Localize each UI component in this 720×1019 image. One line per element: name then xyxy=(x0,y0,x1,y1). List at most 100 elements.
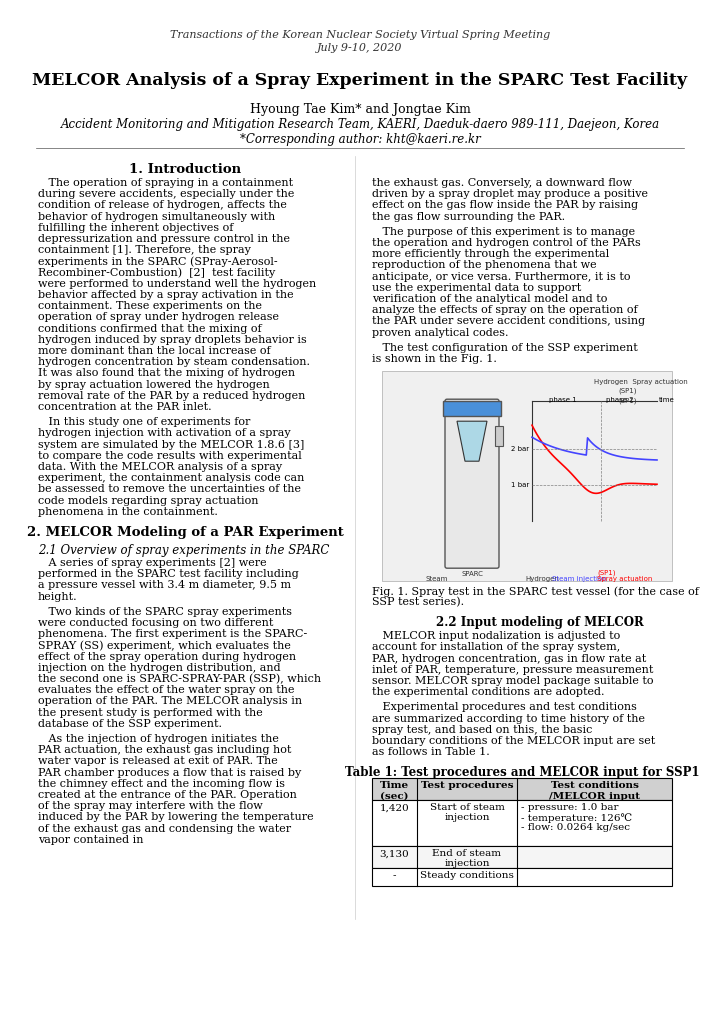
Text: PAR chamber produces a flow that is raised by: PAR chamber produces a flow that is rais… xyxy=(38,767,301,777)
Text: removal rate of the PAR by a reduced hydrogen: removal rate of the PAR by a reduced hyd… xyxy=(38,391,305,400)
Text: experiments in the SPARC (SPray-Aerosol-: experiments in the SPARC (SPray-Aerosol- xyxy=(38,257,278,267)
Text: Hydrogen: Hydrogen xyxy=(525,576,559,582)
Text: In this study one of experiments for: In this study one of experiments for xyxy=(38,417,251,427)
Text: as follows in Table 1.: as follows in Table 1. xyxy=(372,747,490,757)
Text: 1,420: 1,420 xyxy=(379,803,410,812)
Text: experiment, the containment analysis code can: experiment, the containment analysis cod… xyxy=(38,473,305,483)
Text: injection: injection xyxy=(444,813,490,822)
Text: evaluates the effect of the water spray on the: evaluates the effect of the water spray … xyxy=(38,685,294,695)
Text: boundary conditions of the MELCOR input are set: boundary conditions of the MELCOR input … xyxy=(372,736,655,746)
Text: It was also found that the mixing of hydrogen: It was also found that the mixing of hyd… xyxy=(38,369,295,378)
Text: phase 2: phase 2 xyxy=(606,397,634,404)
Text: height.: height. xyxy=(38,592,78,601)
Text: the gas flow surrounding the PAR.: the gas flow surrounding the PAR. xyxy=(372,212,565,221)
Text: time: time xyxy=(659,397,675,404)
Text: the present study is performed with the: the present study is performed with the xyxy=(38,707,263,717)
Bar xyxy=(495,426,503,446)
Text: Spray actuation: Spray actuation xyxy=(597,576,652,582)
Bar xyxy=(372,800,672,847)
Text: account for installation of the spray system,: account for installation of the spray sy… xyxy=(372,642,620,652)
Bar xyxy=(443,401,501,416)
Text: induced by the PAR by lowering the temperature: induced by the PAR by lowering the tempe… xyxy=(38,812,314,822)
Text: injection: injection xyxy=(444,859,490,868)
Text: *Corresponding author: kht@kaeri.re.kr: *Corresponding author: kht@kaeri.re.kr xyxy=(240,133,480,146)
Text: code models regarding spray actuation: code models regarding spray actuation xyxy=(38,495,258,505)
Text: of the exhaust gas and condensing the water: of the exhaust gas and condensing the wa… xyxy=(38,823,291,834)
FancyBboxPatch shape xyxy=(445,399,499,569)
Text: Two kinds of the SPARC spray experiments: Two kinds of the SPARC spray experiments xyxy=(38,606,292,616)
Text: 1 bar: 1 bar xyxy=(510,482,529,488)
Text: hydrogen induced by spray droplets behavior is: hydrogen induced by spray droplets behav… xyxy=(38,335,307,344)
Text: by spray actuation lowered the hydrogen: by spray actuation lowered the hydrogen xyxy=(38,380,270,389)
Text: condition of release of hydrogen, affects the: condition of release of hydrogen, affect… xyxy=(38,201,287,210)
Text: depressurization and pressure control in the: depressurization and pressure control in… xyxy=(38,234,290,244)
Text: the PAR under severe accident conditions, using: the PAR under severe accident conditions… xyxy=(372,317,645,326)
Text: 2 bar: 2 bar xyxy=(511,446,529,452)
Text: spray test, and based on this, the basic: spray test, and based on this, the basic xyxy=(372,725,593,735)
Text: conditions confirmed that the mixing of: conditions confirmed that the mixing of xyxy=(38,324,261,333)
Text: the operation and hydrogen control of the PARs: the operation and hydrogen control of th… xyxy=(372,238,641,248)
Text: to compare the code results with experimental: to compare the code results with experim… xyxy=(38,450,302,461)
Text: 2. MELCOR Modeling of a PAR Experiment: 2. MELCOR Modeling of a PAR Experiment xyxy=(27,526,343,539)
Text: driven by a spray droplet may produce a positive: driven by a spray droplet may produce a … xyxy=(372,190,648,199)
Text: were performed to understand well the hydrogen: were performed to understand well the hy… xyxy=(38,279,316,288)
Text: are summarized according to time history of the: are summarized according to time history… xyxy=(372,713,645,723)
Text: Start of steam: Start of steam xyxy=(430,803,505,812)
Text: proven analytical codes.: proven analytical codes. xyxy=(372,327,508,337)
Text: of the spray may interfere with the flow: of the spray may interfere with the flow xyxy=(38,801,263,811)
Text: inlet of PAR, temperature, pressure measurement: inlet of PAR, temperature, pressure meas… xyxy=(372,664,653,675)
Text: vapor contained in: vapor contained in xyxy=(38,835,143,845)
Text: behavior of hydrogen simultaneously with: behavior of hydrogen simultaneously with xyxy=(38,212,275,221)
Text: more efficiently through the experimental: more efficiently through the experimenta… xyxy=(372,250,609,259)
Text: -: - xyxy=(392,871,396,880)
Text: PAR actuation, the exhaust gas including hot: PAR actuation, the exhaust gas including… xyxy=(38,745,292,755)
Text: PAR, hydrogen concentration, gas in flow rate at: PAR, hydrogen concentration, gas in flow… xyxy=(372,653,647,663)
Text: - flow: 0.0264 kg/sec: - flow: 0.0264 kg/sec xyxy=(521,823,630,833)
Text: The test configuration of the SSP experiment: The test configuration of the SSP experi… xyxy=(372,342,638,353)
Text: during severe accidents, especially under the: during severe accidents, especially unde… xyxy=(38,190,294,199)
Text: Time
(sec): Time (sec) xyxy=(380,782,409,801)
Text: concentration at the PAR inlet.: concentration at the PAR inlet. xyxy=(38,403,212,412)
Text: reproduction of the phenomena that we: reproduction of the phenomena that we xyxy=(372,261,597,270)
Text: a pressure vessel with 3.4 m diameter, 9.5 m: a pressure vessel with 3.4 m diameter, 9… xyxy=(38,581,291,590)
Text: Table 1: Test procedures and MELCOR input for SSP1: Table 1: Test procedures and MELCOR inpu… xyxy=(345,766,699,780)
Text: The operation of spraying in a containment: The operation of spraying in a containme… xyxy=(38,178,293,187)
Text: data. With the MELCOR analysis of a spray: data. With the MELCOR analysis of a spra… xyxy=(38,462,282,472)
Text: anticipate, or vice versa. Furthermore, it is to: anticipate, or vice versa. Furthermore, … xyxy=(372,272,631,281)
Text: performed in the SPARC test facility including: performed in the SPARC test facility inc… xyxy=(38,570,299,579)
Text: injection on the hydrogen distribution, and: injection on the hydrogen distribution, … xyxy=(38,662,281,673)
Text: created at the entrance of the PAR. Operation: created at the entrance of the PAR. Oper… xyxy=(38,790,297,800)
Text: is shown in the Fig. 1.: is shown in the Fig. 1. xyxy=(372,354,497,364)
Text: Experimental procedures and test conditions: Experimental procedures and test conditi… xyxy=(372,702,637,712)
Text: containment [1]. Therefore, the spray: containment [1]. Therefore, the spray xyxy=(38,246,251,255)
Text: SPARC: SPARC xyxy=(461,572,483,577)
Text: more dominant than the local increase of: more dominant than the local increase of xyxy=(38,346,271,356)
Text: system are simulated by the MELCOR 1.8.6 [3]: system are simulated by the MELCOR 1.8.6… xyxy=(38,439,305,449)
Text: As the injection of hydrogen initiates the: As the injection of hydrogen initiates t… xyxy=(38,734,279,744)
Text: behavior affected by a spray activation in the: behavior affected by a spray activation … xyxy=(38,290,294,300)
Text: Steam injection: Steam injection xyxy=(552,576,607,582)
Text: hydrogen concentration by steam condensation.: hydrogen concentration by steam condensa… xyxy=(38,358,310,367)
Text: sensor. MELCOR spray model package suitable to: sensor. MELCOR spray model package suita… xyxy=(372,676,654,686)
Polygon shape xyxy=(457,421,487,462)
Text: operation of spray under hydrogen release: operation of spray under hydrogen releas… xyxy=(38,313,279,322)
Text: phenomena. The first experiment is the SPARC-: phenomena. The first experiment is the S… xyxy=(38,629,307,639)
Text: A series of spray experiments [2] were: A series of spray experiments [2] were xyxy=(38,558,266,568)
Text: the experimental conditions are adopted.: the experimental conditions are adopted. xyxy=(372,687,605,697)
Text: MELCOR input nodalization is adjusted to: MELCOR input nodalization is adjusted to xyxy=(372,631,620,641)
Text: - temperature: 126℃: - temperature: 126℃ xyxy=(521,813,632,823)
Text: End of steam: End of steam xyxy=(433,850,502,858)
Text: 2.1 Overview of spray experiments in the SPARC: 2.1 Overview of spray experiments in the… xyxy=(38,544,329,557)
Text: hydrogen injection with activation of a spray: hydrogen injection with activation of a … xyxy=(38,428,291,438)
Text: Fig. 1. Spray test in the SPARC test vessel (for the case of: Fig. 1. Spray test in the SPARC test ves… xyxy=(372,586,699,597)
Text: The purpose of this experiment is to manage: The purpose of this experiment is to man… xyxy=(372,227,635,236)
Text: (SP1): (SP1) xyxy=(618,397,636,404)
Text: phase 1: phase 1 xyxy=(549,397,577,404)
Text: containment. These experiments on the: containment. These experiments on the xyxy=(38,302,262,311)
Bar xyxy=(372,868,672,887)
Text: be assessed to remove the uncertainties of the: be assessed to remove the uncertainties … xyxy=(38,484,301,494)
Text: (SP1): (SP1) xyxy=(618,387,636,393)
Text: SPRAY (SS) experiment, which evaluates the: SPRAY (SS) experiment, which evaluates t… xyxy=(38,640,291,651)
Bar xyxy=(382,371,672,581)
Text: were conducted focusing on two different: were conducted focusing on two different xyxy=(38,618,274,628)
